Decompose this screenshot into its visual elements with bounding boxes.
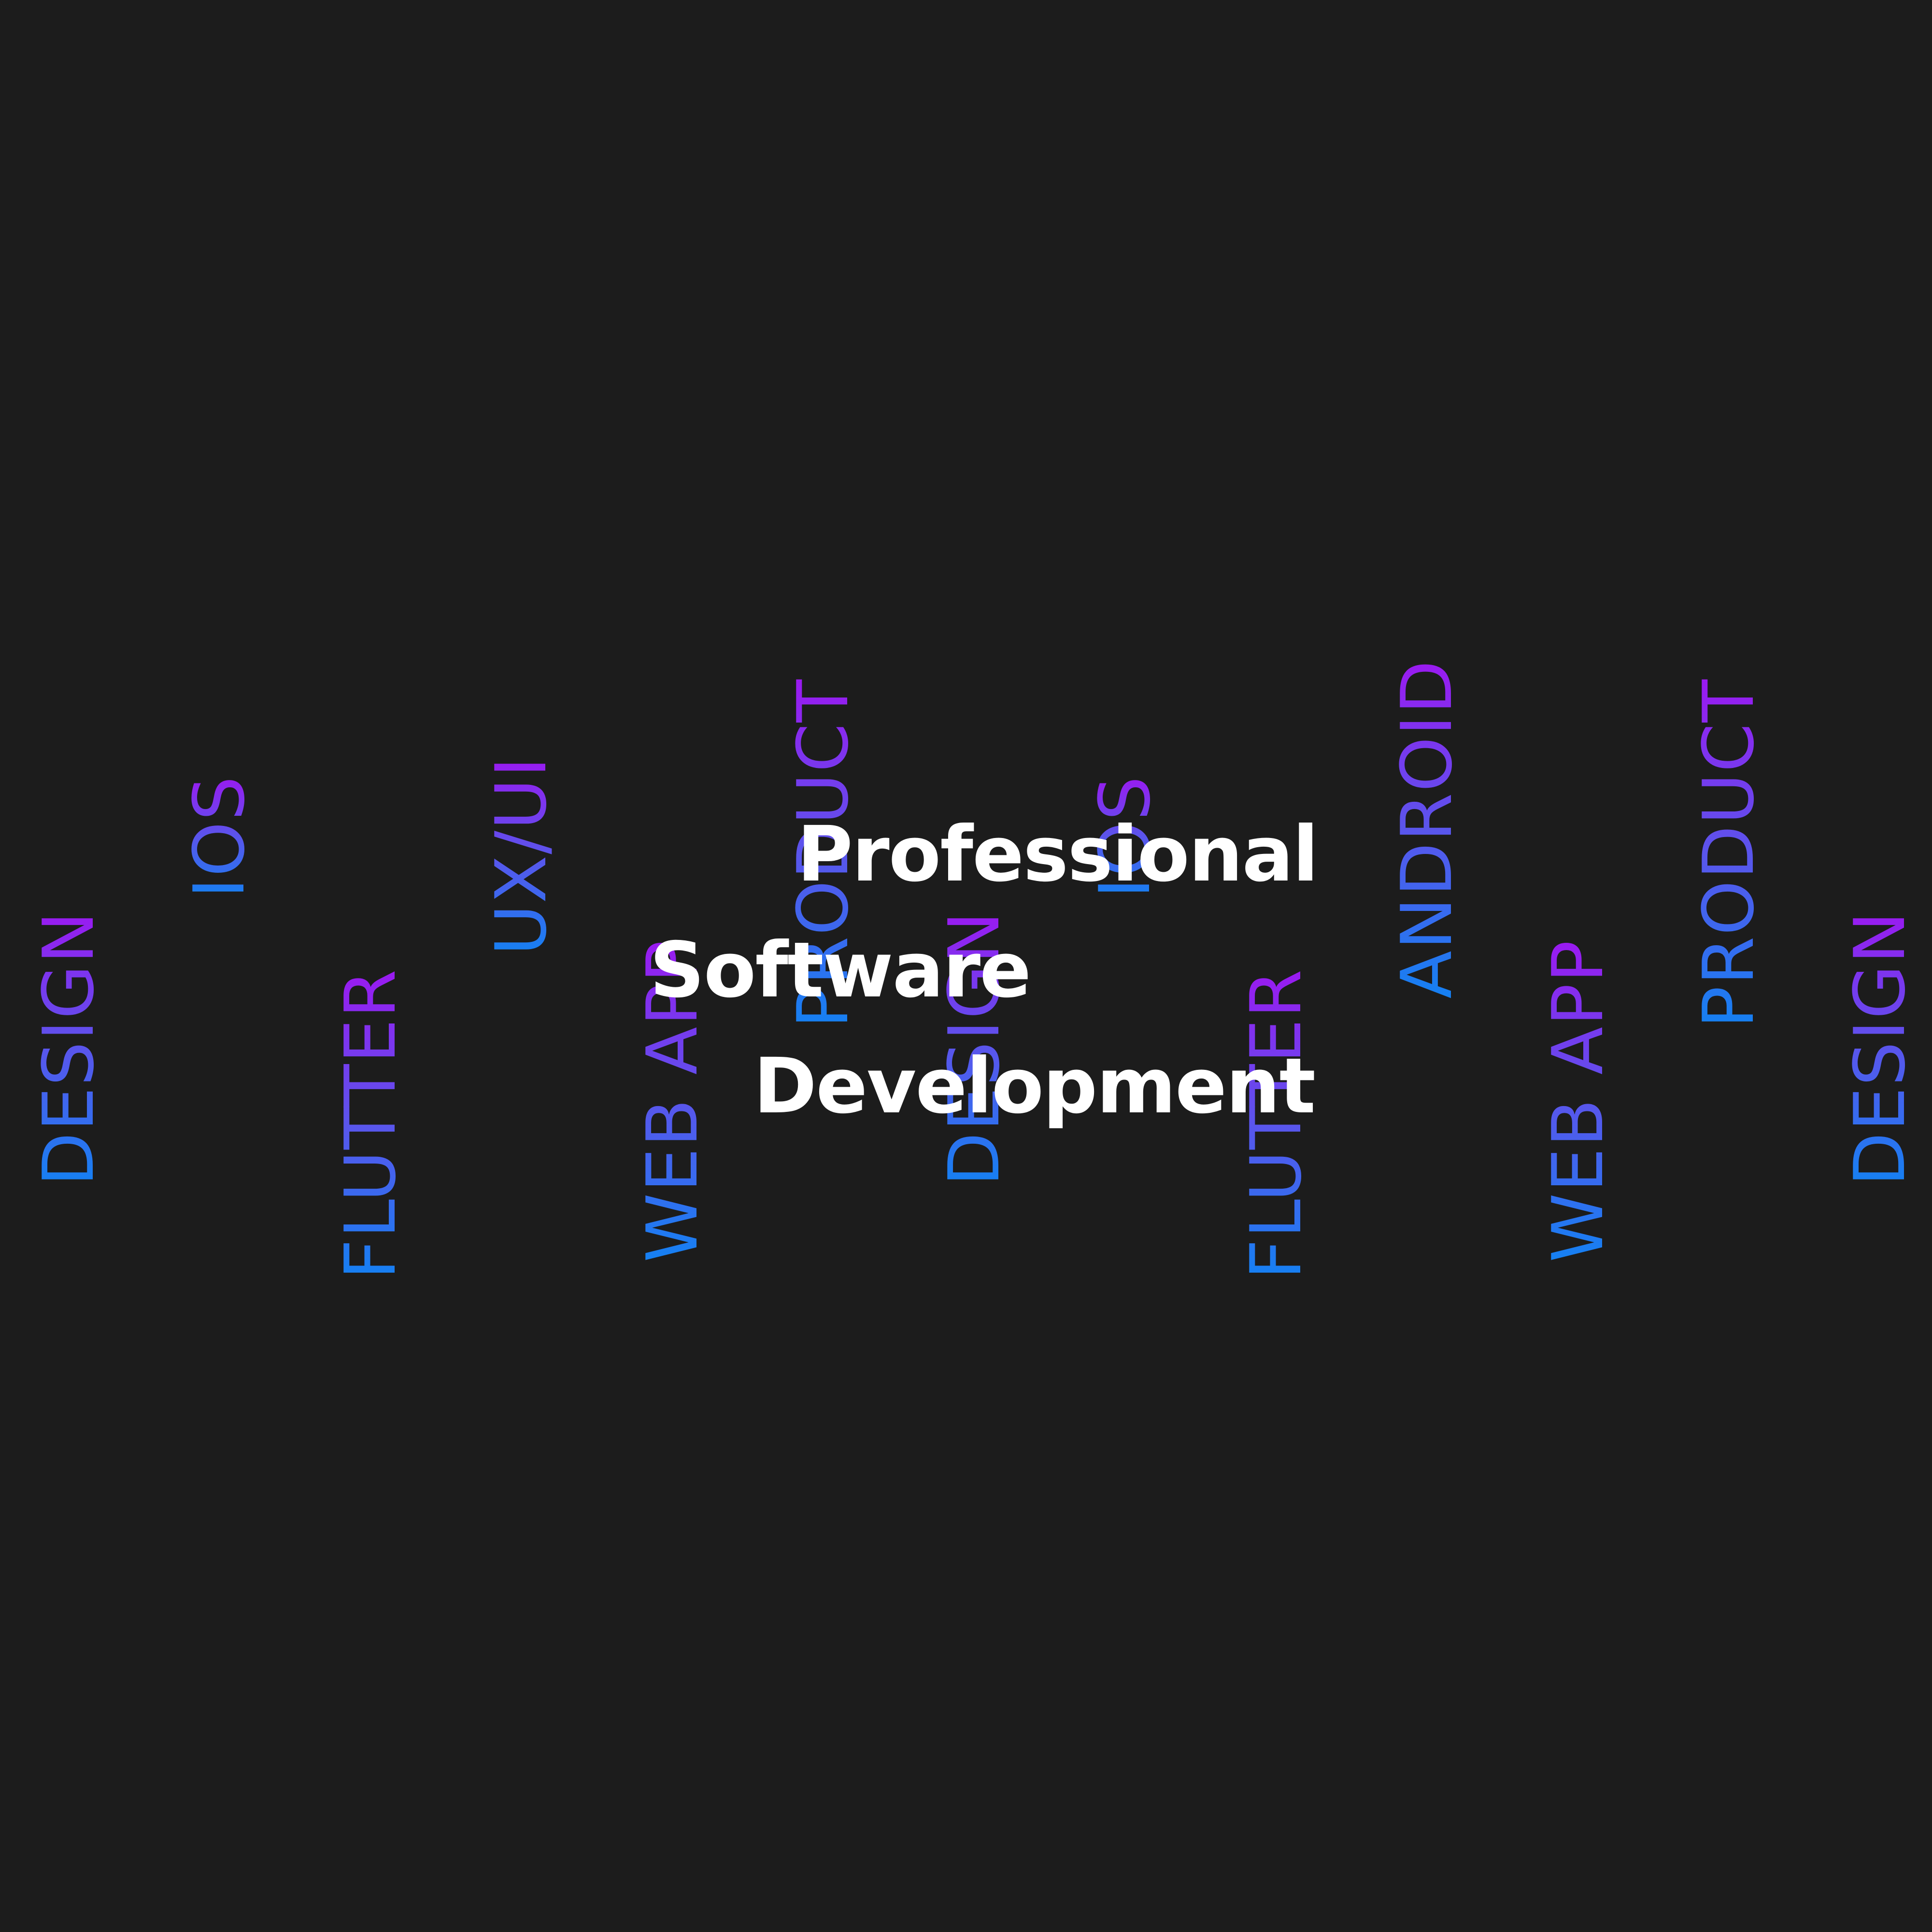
keyword-design-1: DESIGN: [28, 910, 110, 1186]
keyword-design-3: DESIGN: [1839, 910, 1921, 1186]
keyword-android: ANDROID: [1386, 659, 1468, 999]
keyword-product-2: PRODUCT: [1688, 679, 1770, 1028]
keyword-uxui: UX/UI: [481, 756, 562, 956]
keyword-web-app-2: WEB APP: [1537, 939, 1619, 1263]
headline-professional: Professional: [797, 810, 1319, 899]
keyword-ios-1: IOS: [179, 775, 260, 898]
keyword-flutter-1: FLUTTER: [330, 968, 412, 1280]
headline-development: Development: [753, 1042, 1316, 1131]
headline-software: Software: [650, 926, 1031, 1015]
